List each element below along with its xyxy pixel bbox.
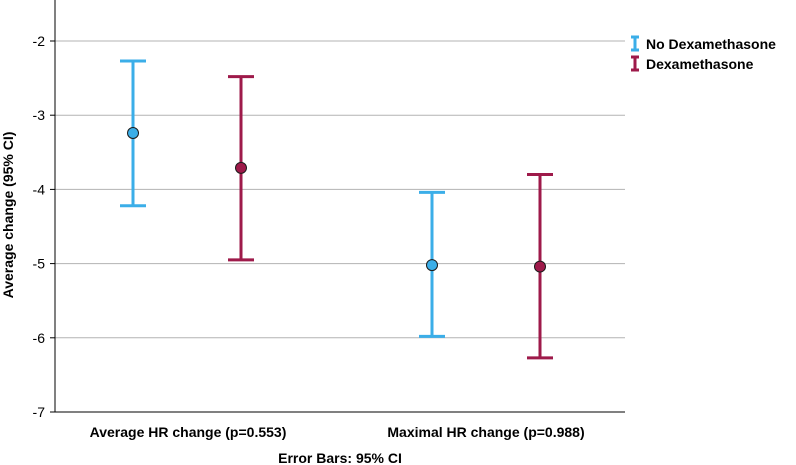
legend: No Dexamethasone Dexamethasone: [631, 35, 776, 72]
error-bars-footnote: Error Bars: 95% CI: [278, 450, 402, 465]
x-category-label-0: Average HR change (p=0.553): [90, 424, 287, 440]
grid-lines: [50, 40, 625, 413]
legend-label-dexamethasone: Dexamethasone: [646, 56, 754, 72]
errorbar-series1-cat1: [527, 173, 553, 360]
y-tick-label-1: -6: [33, 330, 46, 346]
legend-item-dexamethasone: Dexamethasone: [631, 55, 754, 72]
mean-point: [235, 161, 247, 174]
x-category-label-1: Maximal HR change (p=0.988): [387, 424, 584, 440]
errorbar-series1-cat0: [228, 75, 254, 262]
y-tick-labels: -7 -6 -5 -4 -3 -2: [33, 33, 46, 420]
x-category-labels: Average HR change (p=0.553) Maximal HR c…: [90, 424, 585, 440]
y-axis-title: Average change (95% CI): [0, 132, 16, 299]
legend-label-no-dexamethasone: No Dexamethasone: [646, 36, 776, 52]
y-tick-label-5: -2: [33, 33, 46, 49]
y-tick-label-0: -7: [33, 404, 46, 420]
errorbar-series0-cat0: [120, 59, 146, 208]
mean-point: [426, 259, 438, 272]
y-tick-label-3: -4: [33, 181, 46, 197]
mean-point: [534, 260, 546, 273]
mean-point: [127, 127, 139, 140]
data-marks: [120, 59, 553, 360]
errorbar-series0-cat1: [419, 190, 445, 338]
legend-item-no-dexamethasone: No Dexamethasone: [631, 35, 776, 52]
y-tick-label-4: -3: [33, 107, 46, 123]
y-tick-label-2: -5: [33, 256, 46, 272]
